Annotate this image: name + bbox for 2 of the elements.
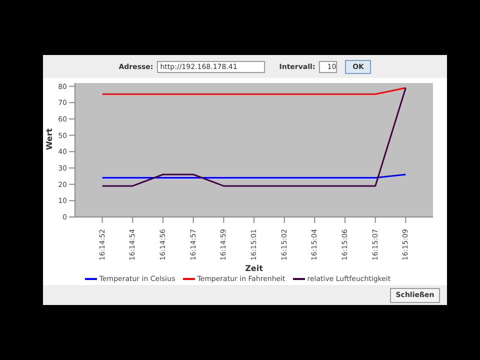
y-axis-title: Wert [44,128,54,150]
x-axis-title: Zeit [245,264,264,273]
